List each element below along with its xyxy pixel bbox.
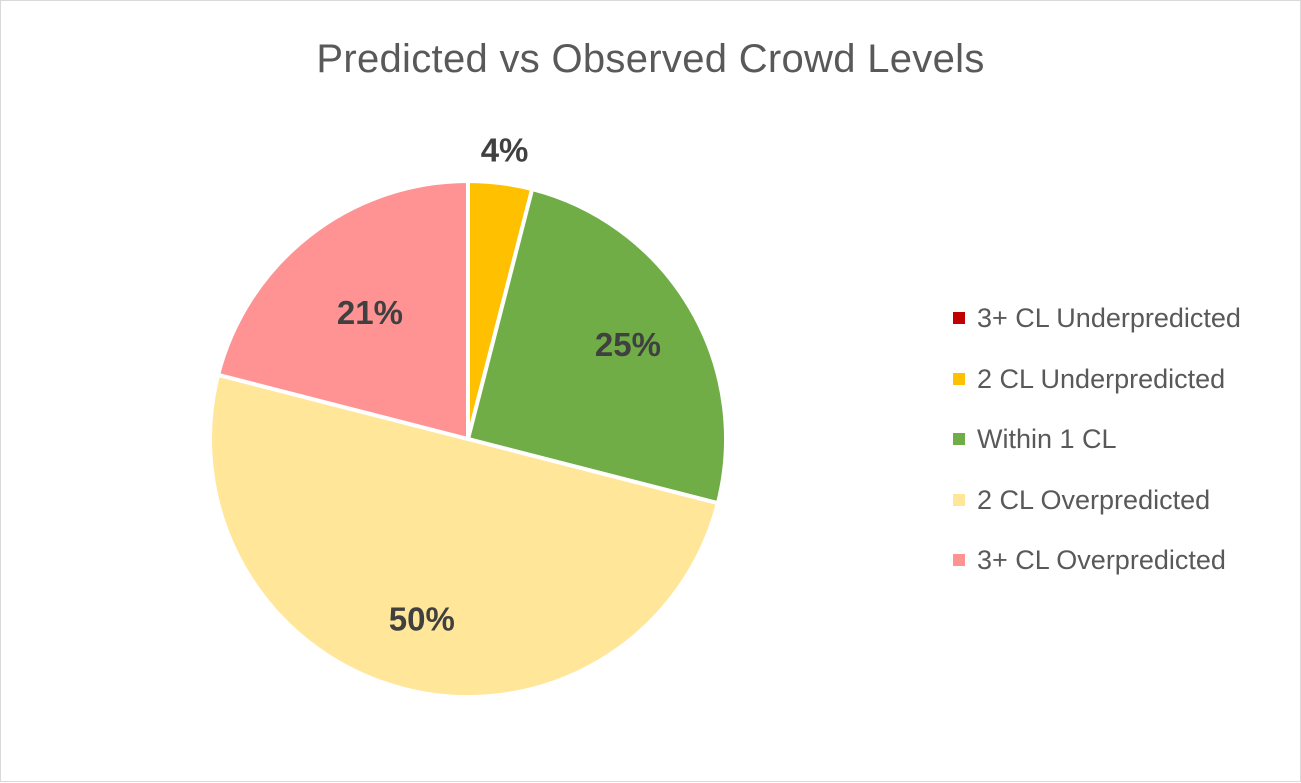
legend-label: 2 CL Overpredicted [977, 484, 1211, 515]
data-label: 25% [595, 326, 661, 363]
data-label: 50% [389, 600, 455, 637]
data-label: 4% [481, 131, 529, 168]
pie-slice-2-cl-overpredicted [208, 372, 720, 699]
legend-swatch [953, 312, 965, 324]
legend-label: 3+ CL Overpredicted [977, 545, 1226, 575]
pie-slice-within-1-cl [466, 187, 728, 506]
chart-title: Predicted vs Observed Crowd Levels [316, 37, 985, 81]
legend-item: 3+ CL Overpredicted [953, 539, 1241, 600]
legend-label: 3+ CL Underpredicted [977, 303, 1241, 333]
legend: 3+ CL Underpredicted 2 CL Underpredicted W… [953, 297, 1241, 600]
legend-swatch [953, 554, 965, 566]
data-label: 21% [337, 294, 403, 331]
legend-item: Within 1 CL [953, 418, 1241, 479]
legend-swatch [953, 372, 965, 385]
legend-swatch [953, 433, 965, 445]
legend-item: 2 CL Underpredicted [953, 358, 1241, 419]
legend-item: 3+ CL Underpredicted [953, 297, 1241, 358]
legend-label: 2 CL Underpredicted [977, 363, 1226, 394]
pie-slice-3-cl-overpredicted [216, 179, 470, 441]
pie-data-labels: 4% 25% 50% 21% [337, 131, 661, 637]
legend-item: 2 CL Overpredicted [953, 479, 1241, 540]
pie-slices [208, 179, 728, 699]
legend-label: Within 1 CL [977, 424, 1117, 454]
legend-swatch [953, 493, 965, 506]
